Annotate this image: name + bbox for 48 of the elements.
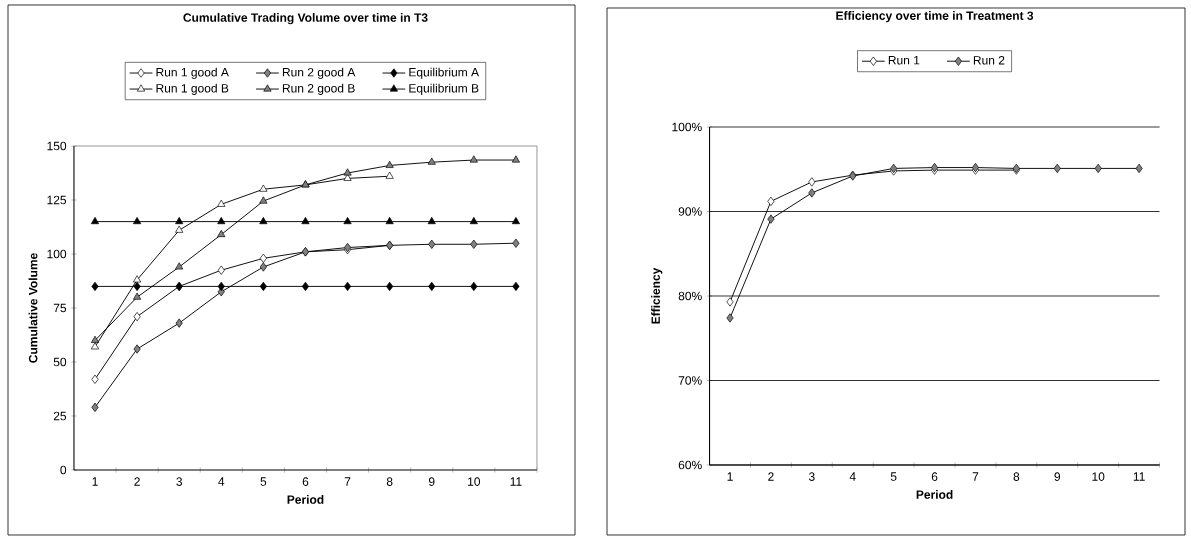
y-tick-label: 80% bbox=[678, 291, 702, 301]
x-tick-label: 9 bbox=[1054, 472, 1061, 481]
x-axis-title: Period bbox=[287, 495, 324, 504]
y-tick-label: 150 bbox=[47, 141, 67, 151]
legend-label: Run 1 good B bbox=[156, 83, 229, 95]
x-tick-label: 3 bbox=[176, 477, 182, 486]
x-tick-label: 11 bbox=[510, 477, 522, 486]
y-tick-label: 90% bbox=[678, 207, 702, 216]
y-tick-label: 60% bbox=[678, 460, 702, 470]
x-tick-label: 11 bbox=[1133, 472, 1145, 481]
x-tick-label: 10 bbox=[468, 477, 481, 486]
x-tick-label: 7 bbox=[972, 472, 979, 481]
legend-label: Run 1 bbox=[888, 56, 920, 65]
x-axis-title: Period bbox=[916, 490, 953, 499]
legend-label: Run 2 good B bbox=[282, 83, 355, 95]
x-tick-label: 9 bbox=[428, 477, 435, 486]
x-tick-label: 6 bbox=[931, 472, 938, 481]
x-tick-label: 8 bbox=[386, 477, 393, 486]
x-tick-label: 5 bbox=[890, 472, 897, 481]
y-tick-label: 25 bbox=[53, 411, 67, 421]
y-tick-label: 100 bbox=[47, 249, 67, 259]
legend-label: Equilibrium A bbox=[409, 67, 480, 79]
chart-title: Efficiency over time in Treatment 3 bbox=[836, 11, 1034, 23]
x-tick-label: 3 bbox=[808, 472, 815, 481]
x-tick-label: 1 bbox=[92, 477, 98, 486]
y-tick-label: 70% bbox=[678, 376, 702, 385]
y-tick-label: 50 bbox=[53, 357, 67, 367]
x-tick-label: 1 bbox=[727, 472, 733, 481]
legend-label: Run 2 bbox=[973, 56, 1005, 65]
y-tick-label: 75 bbox=[53, 303, 67, 313]
legend-label: Run 2 good A bbox=[282, 67, 356, 79]
y-tick-label: 100% bbox=[672, 122, 702, 132]
y-tick-label: 0 bbox=[60, 465, 67, 475]
x-tick-label: 8 bbox=[1013, 472, 1020, 481]
y-axis-title: Efficiency bbox=[651, 267, 663, 324]
y-axis-title: Cumulative Volume bbox=[28, 253, 38, 363]
x-tick-label: 10 bbox=[1092, 472, 1105, 481]
x-tick-label: 7 bbox=[344, 477, 351, 486]
legend-label: Run 1 good A bbox=[156, 67, 229, 79]
x-tick-label: 4 bbox=[849, 472, 856, 481]
x-tick-label: 4 bbox=[218, 477, 225, 486]
x-tick-label: 6 bbox=[302, 477, 309, 486]
chart-title: Cumulative Trading Volume over time in T3 bbox=[183, 13, 428, 25]
y-tick-label: 125 bbox=[47, 195, 67, 205]
legend-label: Equilibrium B bbox=[409, 83, 479, 95]
x-tick-label: 5 bbox=[260, 477, 267, 486]
x-tick-label: 2 bbox=[768, 472, 774, 481]
x-tick-label: 2 bbox=[134, 477, 140, 486]
